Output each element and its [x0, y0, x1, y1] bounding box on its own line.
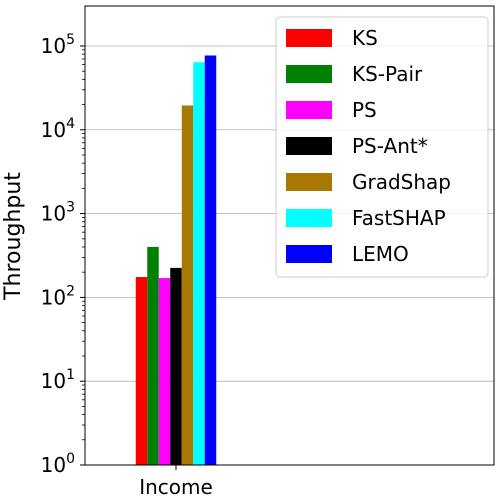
x-tick-label: Income — [139, 475, 213, 499]
legend-swatch — [286, 65, 332, 83]
y-tick-label: 102 — [41, 283, 75, 309]
bar-ks-pair — [147, 246, 159, 465]
y-tick-label: 103 — [41, 200, 75, 226]
bar-gradshap — [181, 105, 194, 465]
legend: KS KS-Pair PS PS-Ant* GradShap FastSHAP LEMO — [275, 16, 489, 278]
y-tick-label: 105 — [41, 32, 75, 58]
y-tick-label: 100 — [41, 451, 75, 477]
bar-ps — [158, 278, 171, 465]
legend-label: FastSHAP — [352, 206, 446, 230]
legend-label: LEMO — [352, 242, 409, 266]
bar-lemo — [204, 55, 217, 465]
y-tick-label: 101 — [41, 367, 75, 393]
legend-label: PS — [352, 98, 377, 122]
legend-swatch — [286, 173, 332, 191]
x-axis-ticks: Income — [139, 465, 213, 499]
bar-ks — [135, 277, 148, 465]
legend-label: KS-Pair — [352, 62, 423, 86]
plot-frame — [84, 5, 495, 466]
legend-swatch — [286, 245, 332, 263]
y-tick-label: 104 — [41, 116, 75, 142]
legend-swatch — [286, 101, 332, 119]
y-axis-ticks: 100 101 102 103 104 105 — [41, 32, 85, 477]
y-axis-label: Throughput — [1, 172, 26, 301]
legend-swatch — [286, 209, 332, 227]
bars — [135, 55, 217, 465]
bar-ps-ant- — [170, 267, 182, 465]
bar-fastshap — [193, 62, 205, 465]
legend-label: GradShap — [352, 170, 451, 194]
legend-label: PS-Ant* — [352, 134, 428, 158]
legend-label: KS — [352, 26, 378, 50]
legend-swatch — [286, 137, 332, 155]
legend-swatch — [286, 29, 332, 47]
